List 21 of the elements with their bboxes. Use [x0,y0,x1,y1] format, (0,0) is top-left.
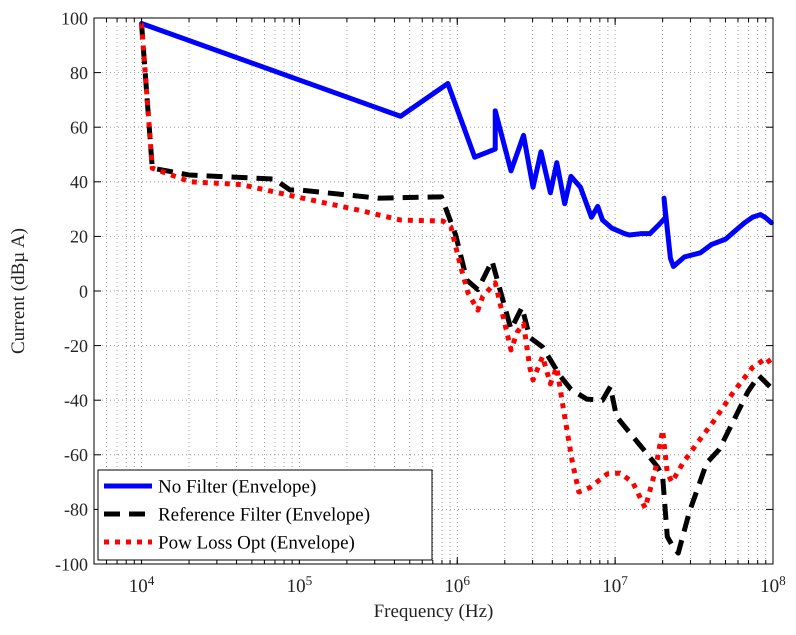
y-tick-label: 100 [61,8,88,28]
y-tick-label: 60 [70,118,88,138]
x-tick-label: 10$^{8}$ [760,572,786,597]
y-tick-label: -80 [64,500,88,520]
x-axis-title: Frequency (Hz) [374,601,494,622]
legend-label: Pow Loss Opt (Envelope) [158,532,355,554]
legend-label: No Filter (Envelope) [158,476,316,498]
y-axis-title: Current (dBµ A) [8,228,29,354]
legend-label: Reference Filter (Envelope) [158,504,370,526]
y-tick-label: 0 [79,281,88,302]
x-tick-label: 10$^{7}$ [602,572,628,597]
x-tick-label: 10$^{6}$ [444,572,470,597]
y-tick-label: -40 [64,390,88,410]
x-tick-label: 10$^{5}$ [286,572,313,597]
y-tick-label: -60 [64,445,88,466]
y-tick-label: 40 [70,172,88,192]
y-tick-label: 20 [70,226,88,247]
x-tick-label: 10$^{4}$ [128,572,155,597]
y-tick-label: 80 [70,62,88,83]
y-tick-label: -20 [64,336,88,356]
y-tick-label: -100 [55,554,88,574]
